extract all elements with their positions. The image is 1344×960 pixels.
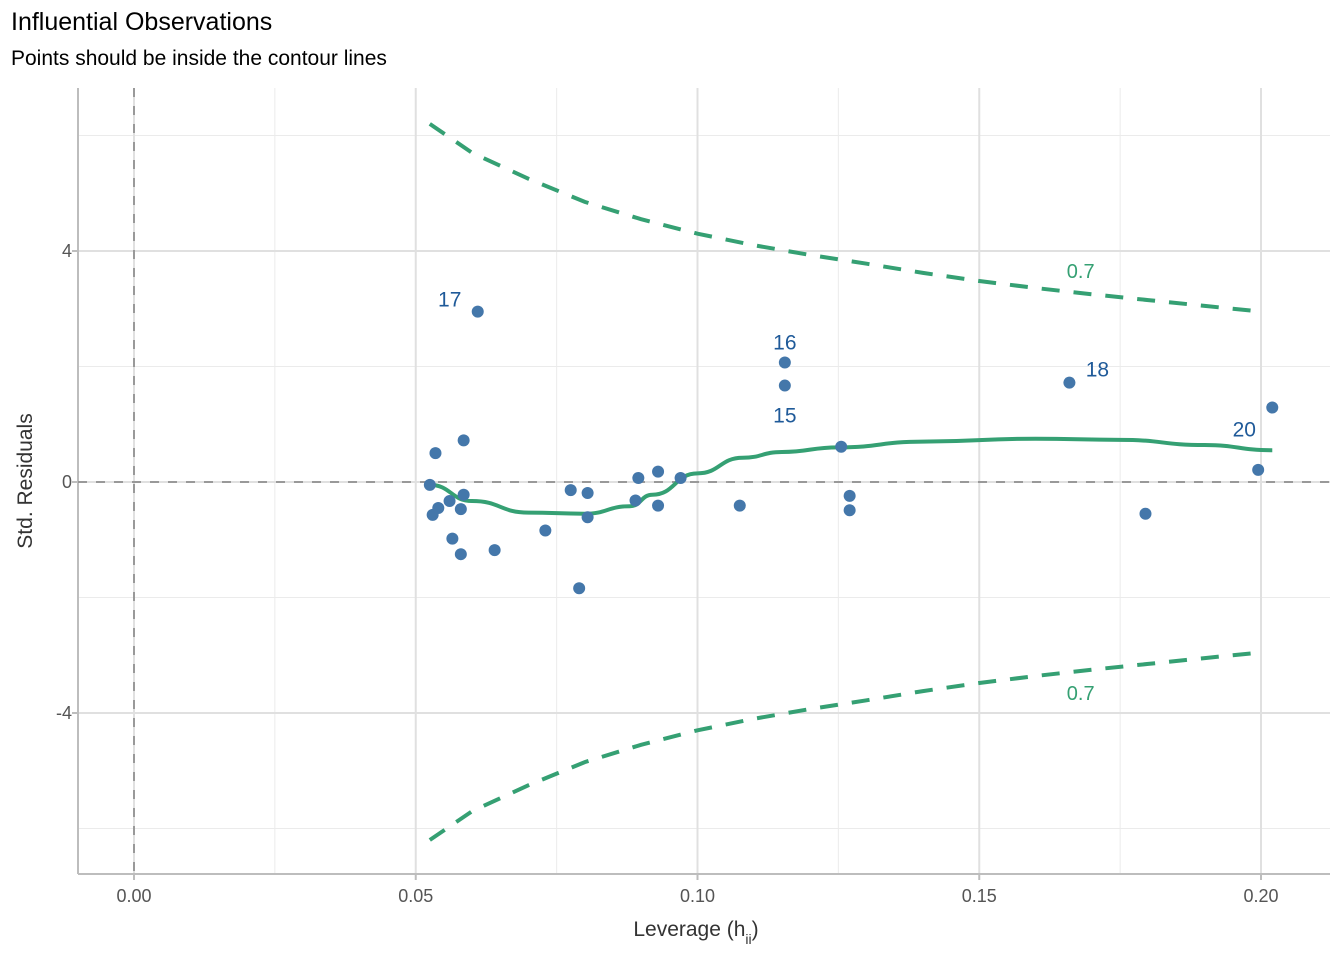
- contour-line-lower: [428, 650, 1262, 842]
- data-point: [454, 503, 467, 516]
- data-point: [457, 488, 470, 501]
- data-point: [581, 511, 594, 524]
- x-tick-label: 0.20: [1243, 886, 1278, 906]
- contour-line-upper: [428, 122, 1262, 314]
- smooth-line: [429, 436, 1273, 516]
- tick-labels: 0.00 0.05 0.10 0.15 0.20 -4 0 4: [56, 241, 1279, 906]
- data-point: [432, 501, 445, 514]
- data-point: [471, 305, 484, 318]
- x-axis-title: Leverage (hii): [633, 918, 758, 947]
- axes: [72, 88, 1330, 880]
- data-point: [423, 478, 436, 491]
- y-tick-label: 0: [62, 472, 72, 492]
- x-tick-label: 0.10: [680, 886, 715, 906]
- contour-label: 0.7: [1067, 261, 1095, 283]
- point-label: 15: [773, 405, 796, 428]
- x-tick-label: 0.05: [398, 886, 433, 906]
- point-label: 20: [1233, 419, 1256, 442]
- reference-lines: [78, 88, 1330, 874]
- data-point: [835, 440, 848, 453]
- data-point: [652, 499, 665, 512]
- smooth-line-group: [429, 436, 1273, 516]
- data-point: [1266, 401, 1279, 414]
- data-point: [1139, 507, 1152, 520]
- data-point: [446, 532, 459, 545]
- data-point: [454, 548, 467, 561]
- point-label: 16: [773, 331, 796, 354]
- contour-label: 0.7: [1067, 683, 1095, 705]
- y-axis-title: Std. Residuals: [14, 413, 37, 548]
- data-point: [1063, 376, 1076, 389]
- data-point: [564, 484, 577, 497]
- y-tick-label: -4: [56, 703, 72, 723]
- data-points: [423, 305, 1279, 595]
- chart-title: Influential Observations: [11, 8, 273, 36]
- data-point: [457, 434, 470, 447]
- point-labels: 17 16 15 18 20: [438, 289, 1256, 442]
- data-point: [843, 504, 856, 517]
- y-tick-label: 4: [62, 241, 72, 261]
- data-point: [652, 465, 665, 478]
- data-point: [488, 544, 501, 557]
- x-tick-label: 0.00: [116, 886, 151, 906]
- data-point: [429, 447, 442, 460]
- x-tick-label: 0.15: [962, 886, 997, 906]
- data-point: [778, 356, 791, 369]
- point-label: 17: [438, 289, 461, 312]
- data-point: [581, 486, 594, 499]
- data-point: [843, 489, 856, 502]
- data-point: [539, 524, 552, 537]
- data-point: [733, 499, 746, 512]
- data-point: [573, 582, 586, 595]
- data-point: [674, 471, 687, 484]
- data-point: [1252, 463, 1265, 476]
- data-point: [632, 471, 645, 484]
- chart-subtitle: Points should be inside the contour line…: [11, 47, 387, 70]
- data-point: [443, 495, 456, 508]
- data-point: [778, 379, 791, 392]
- cooks-distance-contours: 0.7 0.7: [428, 122, 1262, 842]
- point-label: 18: [1086, 359, 1109, 382]
- data-point: [629, 494, 642, 507]
